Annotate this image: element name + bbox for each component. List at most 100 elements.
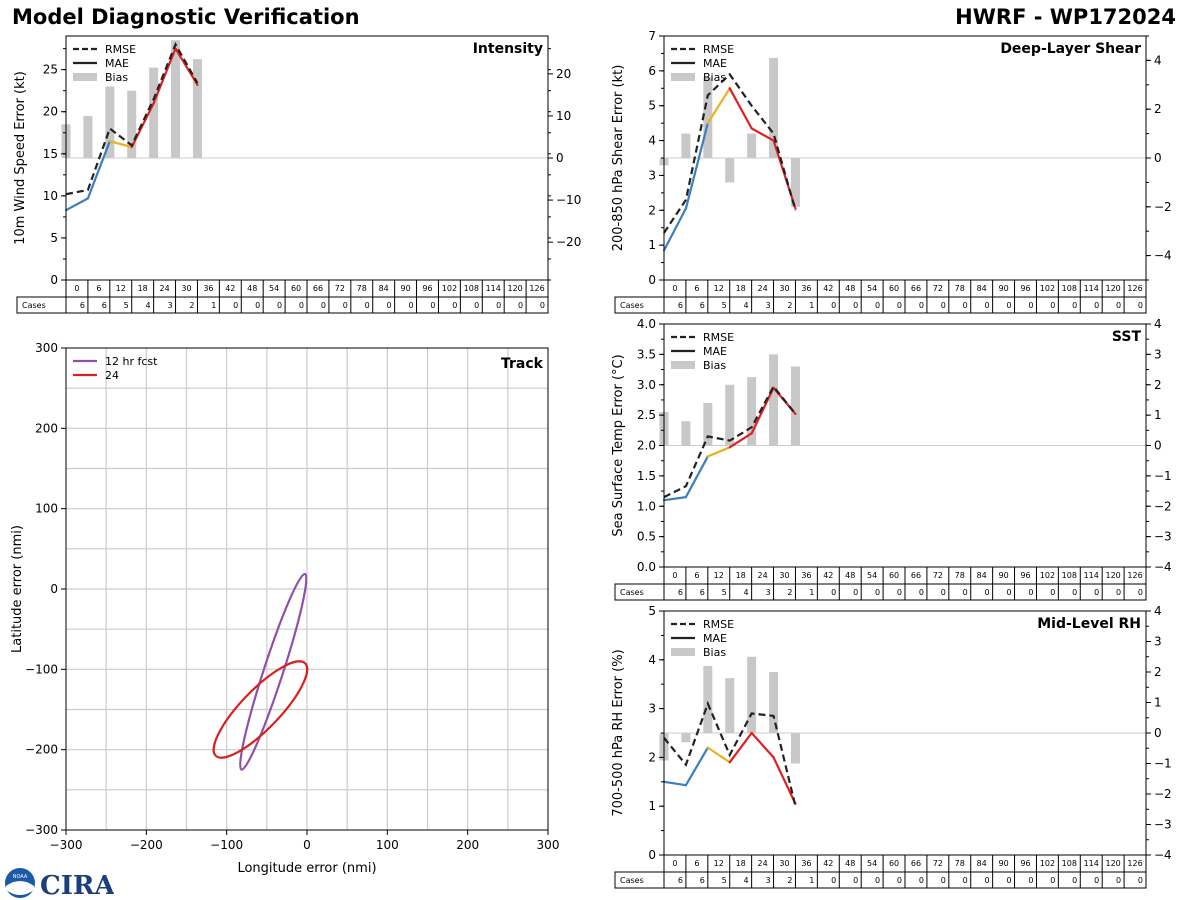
intensity-cases-hour: 18 <box>138 284 148 293</box>
rh-cases-hour: 60 <box>889 859 899 868</box>
page-title: Model Diagnostic Verification <box>12 5 360 29</box>
rh-cases-hour: 12 <box>714 859 724 868</box>
sst-bias-bar <box>790 366 800 446</box>
sst-ytick-label: 4.0 <box>637 317 656 331</box>
shear-cases-hour: 24 <box>757 284 767 293</box>
shear-ytick-label: 1 <box>648 238 656 252</box>
shear-mae-line <box>684 122 709 210</box>
rh-cases-hour: 30 <box>779 859 789 868</box>
track-ytick-label: −100 <box>25 662 58 676</box>
shear-cases-hour: 60 <box>889 284 899 293</box>
shear-cases-count: 6 <box>700 301 705 310</box>
intensity-cases-hour: 108 <box>464 284 479 293</box>
sst-legend-bias-label: Bias <box>703 359 726 372</box>
shear-cases-count: 0 <box>963 301 968 310</box>
intensity-cases-count: 0 <box>233 301 238 310</box>
sst-y2tick-label: −1 <box>1154 469 1172 483</box>
sst-cases-hour: 108 <box>1062 571 1077 580</box>
noaa-wave-icon <box>6 881 34 895</box>
intensity-ytick-label: 25 <box>43 63 58 77</box>
intensity-cases-hour: 24 <box>159 284 169 293</box>
rh-cases-count: 0 <box>897 876 902 885</box>
rh-cases-hour: 18 <box>736 859 746 868</box>
intensity-bias-bar <box>192 59 202 158</box>
rh-y2tick-label: 2 <box>1154 665 1162 679</box>
sst-cases-count: 6 <box>678 588 683 597</box>
rh-cases-count: 2 <box>787 876 792 885</box>
track-xtick-label: 200 <box>456 838 479 852</box>
sst-cases-label: Cases <box>620 588 644 597</box>
rh-cases-count: 0 <box>1138 876 1143 885</box>
track-xtick-label: 300 <box>537 838 560 852</box>
cira-logo: NOAA CIRA <box>5 868 114 900</box>
shear-y2tick-label: −2 <box>1154 200 1172 214</box>
shear-cases-hour: 42 <box>823 284 833 293</box>
intensity-cases-hour: 30 <box>181 284 191 293</box>
sst-mae-line <box>728 432 753 449</box>
sst-bias-bar <box>681 421 691 446</box>
intensity-ylabel: 10m Wind Speed Error (kt) <box>13 71 28 245</box>
intensity-cases-hour: 60 <box>291 284 301 293</box>
track-ylabel: Latitude error (nmi) <box>10 525 25 653</box>
intensity-mae-line <box>86 140 111 200</box>
rh-cases-count: 0 <box>875 876 880 885</box>
track-ellipse-12hr <box>239 572 308 771</box>
shear-cases-hour: 114 <box>1084 284 1099 293</box>
rh-cases-label-cell <box>614 871 665 889</box>
intensity-legend-mae-label: MAE <box>105 57 129 70</box>
rh-mae-line <box>772 756 797 805</box>
track-ellipse-24hr <box>212 660 309 759</box>
intensity-bias-bar <box>171 40 181 159</box>
rh-cases-count: 0 <box>853 876 858 885</box>
sst-cases-count: 0 <box>875 588 880 597</box>
shear-cases-count: 0 <box>897 301 902 310</box>
rh-cases-label: Cases <box>620 876 644 885</box>
sst-ytick-label: 0.0 <box>637 560 656 574</box>
rh-cases-hour: 6 <box>694 859 699 868</box>
sst-ylabel: Sea Surface Temp Error (°C) <box>611 354 626 536</box>
shear-cases-count: 0 <box>1050 301 1055 310</box>
intensity-cases-count: 0 <box>430 301 435 310</box>
intensity-mae-line <box>64 197 90 212</box>
rh-y2tick-label: −1 <box>1154 757 1172 771</box>
intensity-ytick-label: 10 <box>43 189 58 203</box>
rh-cases-hour: 48 <box>845 859 855 868</box>
shear-cases-count: 1 <box>809 301 814 310</box>
rh-cases-count: 5 <box>722 876 727 885</box>
rh-title: Mid-Level RH <box>1037 616 1141 632</box>
sst-ytick-label: 2.0 <box>637 439 656 453</box>
shear-mae-line <box>706 87 731 125</box>
sst-cases-count: 0 <box>1094 588 1099 597</box>
shear-ytick-label: 3 <box>648 168 656 182</box>
rh-ytick-label: 3 <box>648 702 656 716</box>
track-legend-label-0: 12 hr fcst <box>105 355 158 368</box>
intensity-legend-rmse-label: RMSE <box>105 43 136 56</box>
sst-y2tick-label: 2 <box>1154 378 1162 392</box>
sst-cases-hour: 0 <box>672 571 677 580</box>
rh-y2tick-label: 4 <box>1154 604 1162 618</box>
sst-cases-hour: 84 <box>977 571 987 580</box>
rh-ylabel: 700-500 hPa RH Error (%) <box>611 649 626 816</box>
intensity-cases-count: 2 <box>189 301 194 310</box>
sst-rmse-line <box>663 384 797 499</box>
sst-cases-count: 0 <box>1028 588 1033 597</box>
intensity-cases-count: 0 <box>343 301 348 310</box>
intensity-cases-hour: 54 <box>269 284 279 293</box>
shear-bias-bar <box>769 57 779 158</box>
sst-cases-hour: 60 <box>889 571 899 580</box>
storm-label: HWRF - WP172024 <box>955 5 1176 29</box>
shear-legend-rmse-label: RMSE <box>703 43 734 56</box>
shear-cases-hour: 108 <box>1062 284 1077 293</box>
sst-y2tick-label: 4 <box>1154 317 1162 331</box>
sst-cases-count: 2 <box>787 588 792 597</box>
sst-cases-count: 0 <box>897 588 902 597</box>
intensity-cases-hour: 78 <box>357 284 367 293</box>
sst-cases-hour: 54 <box>867 571 877 580</box>
track-legend-label-1: 24 <box>105 369 119 382</box>
sst-cases-count: 0 <box>1138 588 1143 597</box>
rh-cases-count: 0 <box>1094 876 1099 885</box>
shear-cases-count: 0 <box>875 301 880 310</box>
intensity-cases-hour: 42 <box>225 284 235 293</box>
shear-legend-bias-label: Bias <box>703 71 726 84</box>
sst-y2tick-label: −3 <box>1154 530 1172 544</box>
